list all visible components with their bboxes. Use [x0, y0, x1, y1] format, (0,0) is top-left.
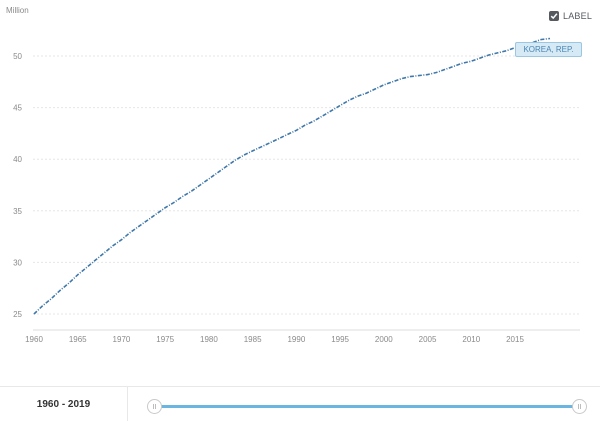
gridlines: [33, 55, 580, 331]
x-axis-ticks: 1960 1965 1970 1975 1980 1985 1990 1995 2000 2005…: [25, 335, 524, 344]
time-range-slider-track[interactable]: [155, 405, 580, 408]
x-tick-label: 1985: [244, 335, 262, 344]
x-tick-label: 2000: [375, 335, 393, 344]
x-tick-label: 1960: [25, 335, 43, 344]
grip-icon: [153, 404, 156, 409]
chart-area: Million 25 30 35 40 45 50 1960 1965 1970 1975 198…: [6, 6, 580, 344]
label-checkbox[interactable]: [549, 11, 559, 21]
grip-icon: [578, 404, 581, 409]
x-tick-label: 1970: [113, 335, 131, 344]
slider-end-handle[interactable]: [572, 399, 587, 414]
y-tick-label: 50: [13, 52, 22, 61]
y-axis-ticks: 25 30 35 40 45 50: [13, 52, 22, 319]
series-label-tag: KOREA, REP.: [515, 42, 582, 57]
x-tick-label: 1990: [287, 335, 305, 344]
y-tick-label: 45: [13, 104, 22, 113]
x-tick-label: 1995: [331, 335, 349, 344]
y-axis-unit-label: Million: [6, 6, 29, 15]
slider-start-handle[interactable]: [147, 399, 162, 414]
x-tick-label: 1965: [69, 335, 87, 344]
label-toggle-text: LABEL: [563, 11, 593, 21]
y-tick-label: 30: [13, 258, 22, 267]
y-tick-label: 35: [13, 207, 22, 216]
time-range-footer: 1960 - 2019: [0, 386, 600, 421]
series-layer: [33, 37, 551, 315]
time-range-text: 1960 - 2019: [0, 387, 128, 421]
x-tick-label: 1975: [156, 335, 174, 344]
series-line-korea-rep[interactable]: [33, 37, 551, 315]
checkmark-icon: [550, 13, 558, 20]
x-tick-label: 2005: [419, 335, 437, 344]
y-tick-label: 25: [13, 310, 22, 319]
x-tick-label: 1980: [200, 335, 218, 344]
x-tick-label: 2015: [506, 335, 524, 344]
y-tick-label: 40: [13, 155, 22, 164]
label-toggle[interactable]: LABEL: [549, 9, 592, 23]
x-tick-label: 2010: [462, 335, 480, 344]
